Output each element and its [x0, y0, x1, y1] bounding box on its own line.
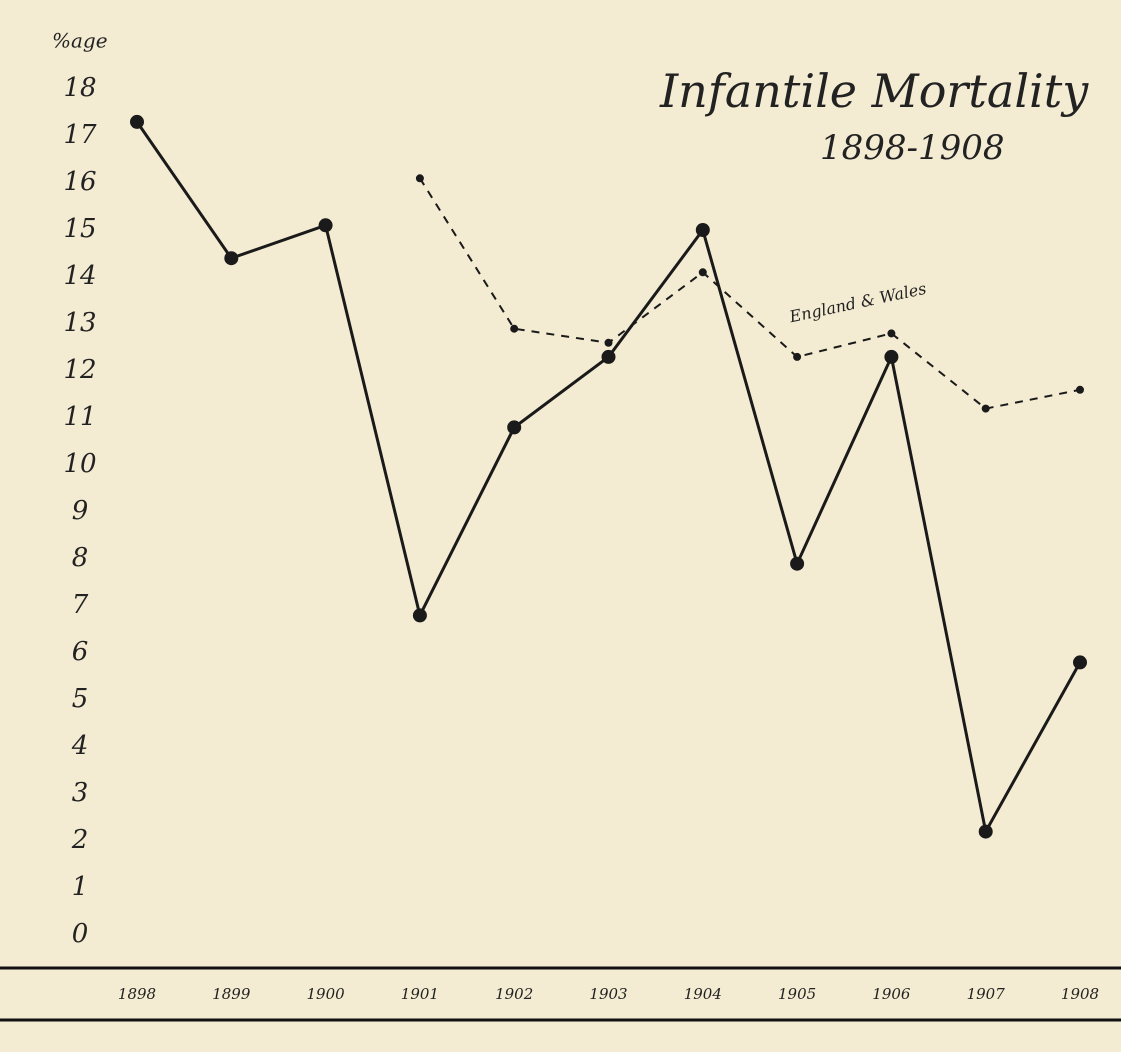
x-tick-label: 1900 — [307, 985, 346, 1003]
y-tick-label: 7 — [72, 590, 89, 620]
y-tick-label: 8 — [72, 543, 89, 573]
data-point — [130, 114, 144, 129]
y-tick-label: 1 — [72, 872, 89, 902]
x-tick-label: 1901 — [401, 985, 439, 1003]
y-tick-label: 17 — [63, 120, 97, 150]
y-tick-label: 2 — [71, 825, 89, 855]
y-tick-label: 15 — [63, 214, 96, 244]
data-point — [790, 556, 805, 571]
data-point — [887, 329, 896, 338]
x-tick-label: 1908 — [1061, 985, 1099, 1003]
data-point — [601, 349, 616, 364]
y-tick-label: 10 — [63, 449, 96, 479]
chart-title: Infantile Mortality — [659, 64, 1089, 118]
y-tick-label: 14 — [63, 261, 96, 291]
data-point — [412, 608, 427, 623]
data-point — [1076, 385, 1084, 394]
data-point — [318, 218, 333, 233]
data-point — [981, 404, 990, 413]
y-tick-label: 6 — [72, 637, 89, 667]
y-tick-label: 4 — [71, 731, 89, 761]
data-point — [793, 352, 802, 361]
y-tick-label: 0 — [72, 919, 89, 949]
y-tick-label: 16 — [63, 167, 96, 197]
data-point — [604, 338, 613, 347]
x-tick-label: 1906 — [872, 985, 911, 1003]
x-tick-label: 1898 — [118, 985, 156, 1003]
data-point — [884, 349, 899, 364]
data-point — [510, 324, 519, 333]
data-point — [1073, 655, 1087, 670]
x-tick-label: 1907 — [967, 985, 1006, 1003]
y-tick-label: 11 — [63, 402, 96, 432]
x-tick-label: 1904 — [684, 985, 722, 1003]
data-point — [695, 223, 710, 237]
y-tick-label: 9 — [72, 496, 89, 526]
data-point — [507, 420, 522, 435]
x-tick-label: 1899 — [212, 985, 251, 1003]
series-line — [419, 177, 1081, 410]
x-tick-label: 1902 — [495, 985, 533, 1003]
x-tick-label: 1903 — [589, 985, 627, 1003]
data-point — [698, 268, 707, 277]
data-point — [978, 824, 993, 839]
y-tick-label: 18 — [63, 73, 96, 103]
y-tick-label: 12 — [63, 355, 96, 385]
y-tick-label: 5 — [72, 684, 89, 714]
data-point — [415, 174, 424, 183]
data-point — [224, 251, 239, 266]
y-tick-label: 13 — [63, 308, 96, 338]
chart-subtitle: 1898-1908 — [820, 128, 1005, 168]
x-tick-label: 1905 — [778, 985, 816, 1003]
y-axis-label: %age — [52, 29, 108, 53]
y-tick-label: 3 — [72, 778, 89, 808]
